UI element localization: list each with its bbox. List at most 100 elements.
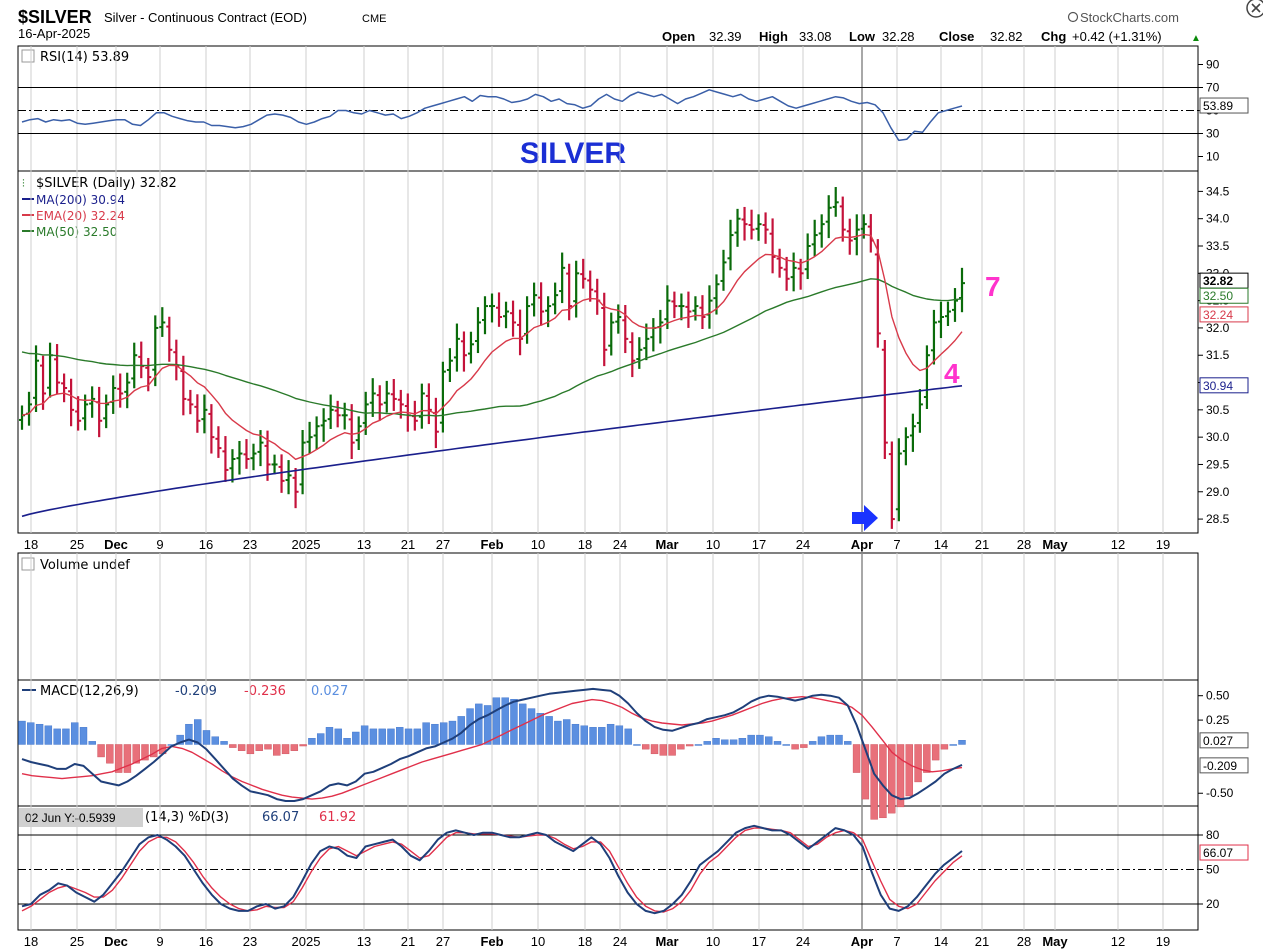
price-bar	[453, 323, 460, 372]
price-bar	[299, 430, 306, 495]
macd-histogram-bar	[106, 744, 114, 764]
x-tick-label: 10	[531, 537, 545, 552]
macd-histogram-bar	[844, 741, 852, 745]
rsi-panel[interactable]: RSI(14) 53.89 SILVER	[17, 45, 1199, 172]
price-bar	[510, 300, 517, 337]
price-bar	[636, 337, 643, 369]
value-badge-label: 32.82	[1203, 274, 1233, 288]
x-tick-label: Mar	[655, 537, 678, 552]
y-tick-label: 28.5	[1206, 512, 1230, 526]
chart-date: 16-Apr-2025	[18, 26, 90, 41]
x-tick-label: 18	[578, 934, 592, 949]
macd-histogram-bar	[141, 744, 149, 761]
price-bar	[825, 195, 832, 239]
price-bar	[285, 460, 292, 495]
macd-histogram-bar	[949, 744, 957, 746]
price-bar	[734, 208, 741, 247]
grid-layer	[30, 46, 1164, 930]
price-bar	[229, 449, 236, 483]
y-tick-label: 30.5	[1206, 403, 1230, 417]
price-bar	[327, 394, 334, 429]
x-tick-label: 25	[70, 537, 84, 552]
price-bar	[573, 260, 580, 318]
macd-histogram-bar	[800, 744, 808, 748]
chart-subtitle: SILVER	[520, 137, 626, 170]
macd-histogram-bar	[712, 738, 720, 745]
volume-panel[interactable]: Volume undef	[17, 552, 1199, 681]
macd-histogram-bar	[264, 744, 272, 750]
macd-histogram-bar	[35, 723, 44, 745]
macd-histogram-bar	[132, 744, 140, 764]
macd-histogram-bar	[545, 716, 553, 745]
price-bar	[685, 291, 692, 328]
open-label: Open	[662, 29, 695, 44]
price-bar	[951, 288, 958, 322]
chart-header: $SILVER Silver - Continuous Contract (EO…	[18, 0, 1263, 44]
macd-histogram-bar	[79, 727, 88, 745]
macd-histogram-bar	[896, 744, 905, 808]
macd-histogram-bar	[703, 741, 711, 745]
legend-price: $SILVER (Daily) 32.82	[36, 176, 177, 191]
macd-histogram-bar	[53, 728, 61, 745]
macd-histogram-bar	[299, 744, 307, 747]
price-bar	[601, 292, 608, 367]
price-bar	[937, 301, 944, 339]
macd-histogram-bar	[729, 739, 738, 745]
value-badge	[1199, 306, 1249, 323]
price-bar	[720, 249, 727, 291]
macd-histogram-bar	[211, 736, 219, 745]
x-tick-label: 23	[243, 934, 257, 949]
ema20-line	[21, 233, 963, 460]
x-tick-label: 9	[156, 537, 163, 552]
macd-histogram-bar	[413, 728, 422, 745]
price-bar	[369, 378, 376, 417]
macd-histogram-bar	[861, 744, 870, 800]
macd-histogram-bar	[808, 741, 817, 745]
crosshair-readout-box	[19, 808, 143, 827]
panel-menu-icon[interactable]	[21, 49, 35, 63]
price-bar	[481, 296, 488, 335]
price-bar	[608, 312, 615, 356]
macd-legend-value: -0.209	[175, 684, 217, 699]
x-tick-label: 27	[436, 537, 450, 552]
close-window-icon[interactable]	[1246, 0, 1263, 18]
price-bar	[776, 248, 783, 278]
price-bar	[503, 301, 510, 329]
price-bar	[552, 282, 559, 315]
price-bar	[460, 331, 467, 372]
y-tick-label: 70	[1206, 81, 1220, 95]
stochastic-panel[interactable]: (14,3) %D(3) 66.07 61.92 02 Jun Y:-0.593…	[17, 805, 1199, 931]
macd-histogram-bar	[580, 725, 588, 745]
price-bar	[250, 443, 257, 471]
macd-histogram-bar	[360, 725, 369, 745]
macd-histogram-bar	[431, 723, 439, 745]
value-badge-label: 0.027	[1203, 734, 1233, 748]
value-badge-label: 53.89	[1203, 99, 1233, 113]
brand[interactable]: StockCharts.com	[1067, 10, 1179, 25]
price-bar	[902, 427, 909, 466]
macd-histogram-bar	[316, 733, 325, 745]
price-bar	[376, 385, 383, 421]
macd-histogram-bar	[615, 725, 624, 745]
x-tick-label: 21	[975, 934, 989, 949]
macd-histogram-bar	[237, 744, 246, 751]
macd-histogram-bar	[246, 744, 255, 755]
price-bar	[629, 332, 636, 378]
macd-histogram-bar	[369, 728, 378, 745]
price-bar	[236, 440, 243, 475]
chg-up-arrow: ▲	[1191, 33, 1201, 44]
x-tick-label: 7	[893, 537, 900, 552]
price-panel[interactable]: ⫶ $SILVER (Daily) 32.82 MA(200) 30.94 EM…	[17, 170, 1199, 534]
y-tick-label: 30	[1206, 127, 1220, 141]
price-bar	[783, 256, 790, 291]
symbol: $SILVER	[18, 7, 92, 27]
blue-arrow-icon	[852, 505, 878, 531]
macd-histogram-bar	[571, 723, 580, 745]
x-tick-label: 24	[796, 537, 810, 552]
price-bar	[334, 400, 341, 428]
price-bar	[313, 416, 320, 450]
value-badge	[1199, 757, 1249, 774]
value-badge-label: 32.50	[1203, 289, 1233, 303]
price-bar	[348, 404, 355, 459]
exchange: CME	[362, 13, 386, 25]
